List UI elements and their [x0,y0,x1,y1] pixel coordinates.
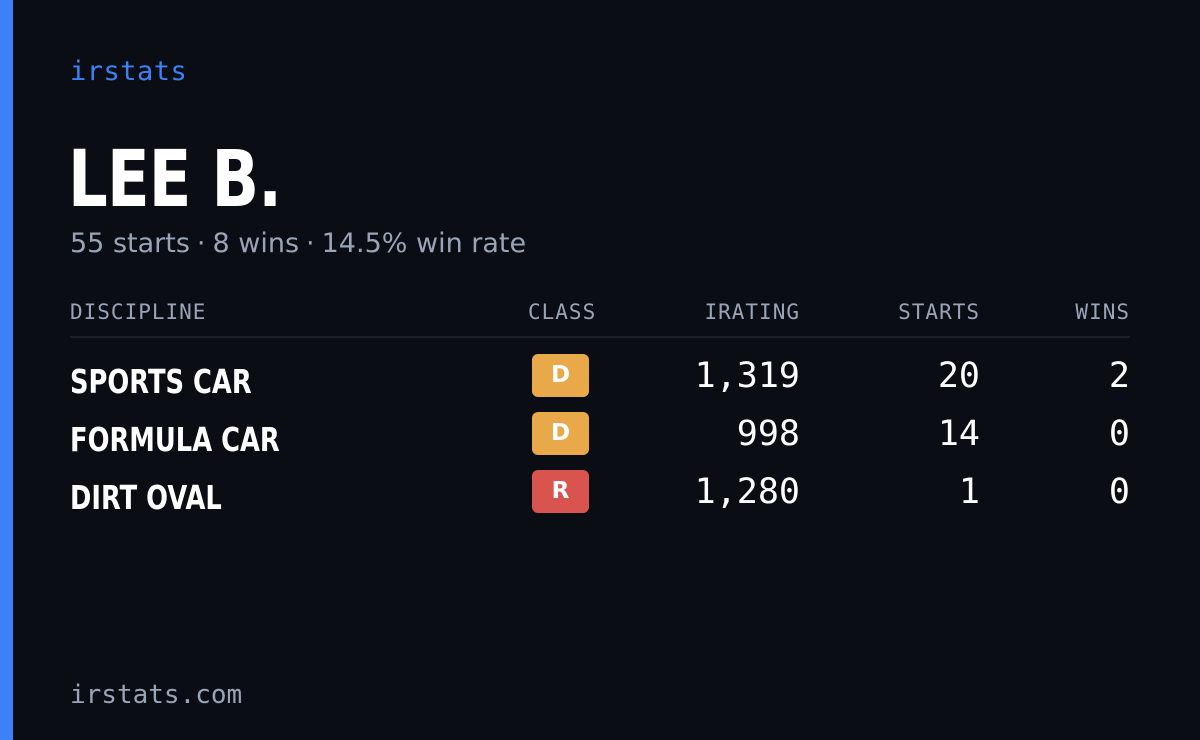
irating-value: 1,280 [694,472,800,512]
wins-value: 2 [1108,356,1130,396]
header-discipline: DISCIPLINE [70,300,207,324]
irating-value: 998 [736,414,800,454]
discipline-name: DIRT OVAL [70,478,222,517]
license-class-badge: D [532,354,589,397]
accent-bar [0,0,13,740]
table-header: DISCIPLINE CLASS IRATING STARTS WINS [70,298,1130,338]
summary-win-rate: 14.5% win rate [321,228,527,259]
license-class-badge: R [532,470,589,513]
table-body: SPORTS CAR D 1,319 20 2 FORMULA CAR D 99… [70,338,1130,528]
table-row: SPORTS CAR D 1,319 20 2 [70,354,1130,412]
starts-value: 14 [937,414,980,454]
brand-logo-text: irstats [70,56,188,87]
starts-value: 20 [937,356,980,396]
summary-starts: 55 starts [70,228,190,259]
header-wins: WINS [1075,300,1130,324]
irating-value: 1,319 [694,356,800,396]
discipline-name: FORMULA CAR [70,420,280,459]
header-starts: STARTS [898,300,980,324]
discipline-name: SPORTS CAR [70,362,252,401]
driver-name: LEE B. [68,135,282,225]
summary-separator: · [306,228,315,259]
table-row: FORMULA CAR D 998 14 0 [70,412,1130,470]
summary-separator: · [196,228,206,259]
starts-value: 1 [958,472,980,512]
wins-value: 0 [1108,414,1130,454]
driver-summary: 55 starts · 8 wins · 14.5% win rate [70,228,526,259]
footer-url: irstats.com [70,680,243,710]
summary-wins: 8 wins [212,228,300,259]
table-row: DIRT OVAL R 1,280 1 0 [70,470,1130,528]
wins-value: 0 [1108,472,1130,512]
header-irating: IRATING [704,300,800,324]
discipline-table: DISCIPLINE CLASS IRATING STARTS WINS SPO… [70,298,1130,528]
license-class-badge: D [532,412,589,455]
header-class: CLASS [528,300,597,324]
